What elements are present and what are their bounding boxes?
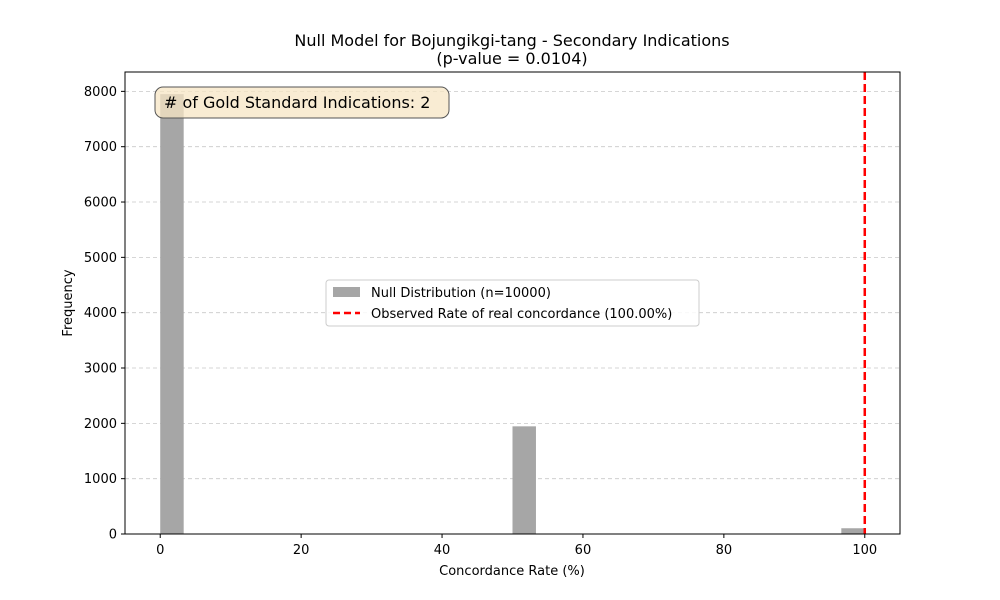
y-tick-label: 7000: [84, 140, 117, 155]
x-tick-label: 0: [156, 543, 164, 558]
x-axis-ticks: 0 20 40 60 80 100: [156, 534, 877, 558]
histogram-bar: [512, 426, 536, 534]
y-axis-title: Frequency: [61, 269, 76, 336]
x-tick-label: 80: [716, 543, 733, 558]
plot-frame: [124, 71, 901, 535]
legend-label-null-distribution: Null Distribution (n=10000): [371, 286, 551, 301]
chart-subtitle: (p-value = 0.0104): [436, 49, 587, 68]
x-tick-label: 100: [852, 543, 877, 558]
y-tick-label: 2000: [84, 417, 117, 432]
legend-label-observed-rate: Observed Rate of real concordance (100.0…: [371, 307, 672, 322]
y-axis-ticks: 0 1000 2000 3000 4000 5000 6000 7000 8000: [84, 85, 125, 543]
chart-title: Null Model for Bojungikgi-tang - Seconda…: [294, 31, 729, 50]
y-tick-label: 0: [109, 528, 117, 543]
x-tick-label: 20: [293, 543, 310, 558]
y-tick-label: 6000: [84, 196, 117, 211]
annotation-box: # of Gold Standard Indications: 2: [154, 86, 450, 119]
y-tick-label: 4000: [84, 306, 117, 321]
y-tick-label: 5000: [84, 251, 117, 266]
x-tick-label: 60: [575, 543, 592, 558]
y-tick-label: 8000: [84, 85, 117, 100]
legend-swatch-null-distribution: [333, 287, 360, 297]
x-tick-label: 40: [434, 543, 451, 558]
histogram-bar: [160, 94, 184, 534]
legend: Null Distribution (n=10000) Observed Rat…: [325, 279, 700, 327]
y-tick-label: 3000: [84, 362, 117, 377]
annotation-text: # of Gold Standard Indications: 2: [164, 93, 430, 112]
histogram-bar: [841, 528, 865, 534]
y-tick-label: 1000: [84, 472, 117, 487]
x-axis-title: Concordance Rate (%): [439, 564, 585, 579]
histogram-bars: [160, 94, 865, 534]
